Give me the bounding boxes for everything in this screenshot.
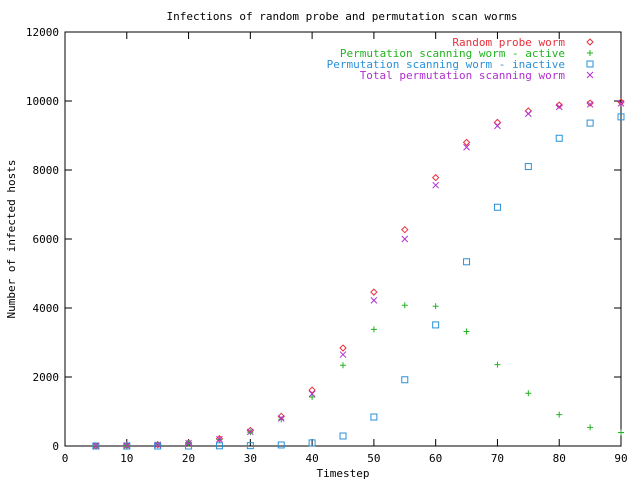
x-tick-label: 20 [182, 452, 195, 465]
data-point [339, 344, 347, 352]
legend-label: Random probe worm [452, 36, 565, 49]
x-tick-label: 60 [429, 452, 442, 465]
y-axis-label: Number of infected hosts [5, 160, 18, 319]
legend-label: Permutation scanning worm - inactive [327, 58, 565, 71]
x-axis-label: Timestep [317, 467, 370, 480]
data-point [370, 297, 378, 304]
data-point [370, 413, 378, 421]
data-point [493, 118, 502, 127]
y-tick-label: 0 [52, 440, 59, 453]
legend-marker [586, 38, 594, 46]
data-point [555, 101, 563, 109]
data-point [586, 99, 594, 107]
data-point [618, 429, 624, 436]
data-point [432, 303, 439, 310]
x-tick-label: 0 [62, 452, 69, 465]
data-point [462, 138, 471, 147]
legend-marker [587, 50, 593, 56]
data-point [401, 376, 409, 384]
plot-frame [64, 31, 622, 447]
data-point [401, 235, 409, 243]
x-tick-label: 70 [491, 452, 504, 465]
data-point [92, 442, 100, 450]
y-tick-label: 2000 [33, 371, 60, 384]
data-point [154, 441, 162, 449]
series-1 [92, 98, 625, 450]
data-point [617, 100, 625, 107]
data-point [123, 442, 131, 449]
data-point [463, 258, 471, 266]
data-point [556, 411, 563, 418]
data-point [525, 390, 532, 397]
data-point [493, 203, 501, 211]
data-point [524, 163, 532, 171]
data-point [308, 390, 316, 398]
x-tick-label: 80 [553, 452, 566, 465]
data-point [431, 173, 440, 182]
data-point [339, 432, 347, 440]
data-point [216, 435, 223, 443]
data-point [587, 424, 594, 431]
data-point [401, 225, 409, 234]
chart-title: Infections of random probe and permutati… [167, 10, 518, 23]
data-point [154, 442, 162, 450]
data-point [308, 386, 316, 394]
x-axis: 0 10 20 30 40 50 60 70 80 90 [62, 32, 628, 465]
legend-marker [586, 60, 594, 68]
x-tick-label: 50 [367, 452, 380, 465]
y-tick-label: 4000 [33, 302, 60, 315]
data-point [339, 351, 347, 358]
data-point [340, 362, 346, 369]
data-point [586, 119, 594, 127]
data-points [92, 98, 625, 450]
data-point [370, 288, 378, 296]
data-point [277, 441, 285, 449]
data-point [215, 442, 223, 450]
data-point [123, 442, 131, 450]
data-point [370, 326, 377, 333]
data-point [308, 439, 316, 447]
data-point [494, 122, 501, 130]
series-3 [92, 113, 625, 450]
series-2 [92, 302, 624, 449]
data-point [246, 428, 254, 436]
data-point [463, 328, 470, 335]
data-point [555, 134, 563, 142]
data-point [463, 143, 470, 151]
data-point [278, 416, 285, 423]
data-point [432, 181, 440, 189]
data-point [246, 442, 254, 450]
y-axis: 0 2000 4000 6000 8000 10000 12000 [26, 26, 621, 453]
data-point [92, 442, 100, 450]
x-tick-label: 90 [614, 452, 627, 465]
y-tick-label: 12000 [26, 26, 59, 39]
x-tick-label: 40 [305, 452, 318, 465]
data-point [586, 101, 594, 108]
legend-marker [586, 71, 594, 79]
data-point [277, 415, 285, 422]
data-point [555, 103, 563, 111]
data-point [432, 321, 440, 329]
series-4 [92, 100, 625, 450]
data-point [401, 302, 408, 309]
legend-label: Permutation scanning worm - active [340, 47, 565, 60]
x-tick-label: 10 [120, 452, 133, 465]
data-point [617, 113, 625, 121]
data-point [524, 110, 532, 118]
data-point [185, 439, 192, 447]
x-tick-label: 30 [244, 452, 257, 465]
data-point [309, 394, 316, 401]
y-tick-label: 8000 [33, 164, 60, 177]
y-tick-label: 10000 [26, 95, 59, 108]
data-point [494, 361, 501, 368]
y-tick-label: 6000 [33, 233, 60, 246]
legend-label: Total permutation scanning worm [360, 69, 566, 82]
